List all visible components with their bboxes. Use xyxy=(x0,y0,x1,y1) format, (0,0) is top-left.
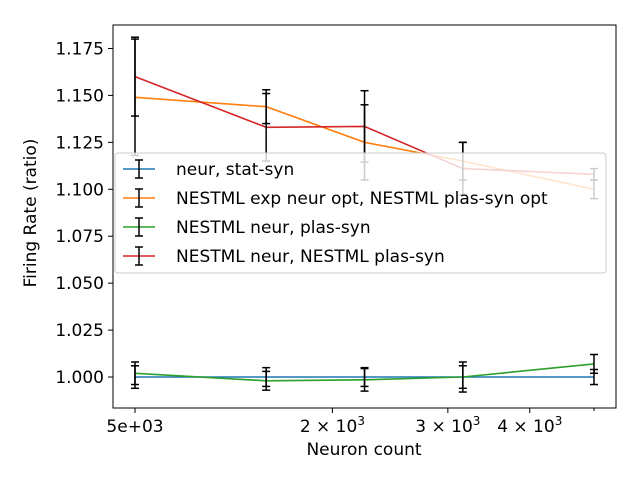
y-tick-label: 1.050 xyxy=(55,274,104,294)
x-tick-label: 5e+03 xyxy=(106,417,163,437)
y-tick-label: 1.175 xyxy=(55,39,104,59)
error-bar xyxy=(360,367,369,392)
y-tick-label: 1.025 xyxy=(55,321,104,341)
y-axis: 1.000 1.025 1.050 1.075 1.100 1.125 1.150 1.175 xyxy=(55,39,113,388)
y-tick-label: 1.100 xyxy=(55,180,104,200)
y-tick-label: 1.150 xyxy=(55,86,104,106)
legend-label: NESTML neur, NESTML plas-syn xyxy=(176,247,445,267)
legend-entry: neur, stat-syn xyxy=(123,159,294,180)
legend-entry: NESTML neur, plas-syn xyxy=(123,217,371,238)
legend-label: NESTML exp neur opt, NESTML plas-syn opt xyxy=(176,189,548,209)
error-bars xyxy=(131,36,598,393)
y-tick-label: 1.075 xyxy=(55,227,104,247)
legend-entry: NESTML exp neur opt, NESTML plas-syn opt xyxy=(123,188,548,209)
error-bar xyxy=(262,370,271,391)
y-axis-label: Firing Rate (ratio) xyxy=(21,139,41,288)
legend-label: NESTML neur, plas-syn xyxy=(176,218,371,238)
legend-label: neur, stat-syn xyxy=(176,160,294,180)
x-tick-label: 4 × 103 xyxy=(497,414,562,437)
plot-frame xyxy=(112,24,617,409)
legend: neur, stat-syn NESTML exp neur opt, NESTM… xyxy=(114,152,607,274)
error-bar xyxy=(131,361,139,386)
x-tick-label: 3 × 103 xyxy=(415,414,480,437)
error-bar xyxy=(131,36,139,117)
x-axis-label: Neuron count xyxy=(306,440,421,460)
x-axis: 5e+03 2 × 103 3 × 103 4 × 103 xyxy=(106,408,595,437)
y-tick-label: 1.000 xyxy=(55,368,104,388)
legend-box xyxy=(114,152,607,274)
legend-entry: NESTML neur, NESTML plas-syn xyxy=(123,246,445,267)
error-bar xyxy=(590,353,598,375)
y-tick-label: 1.125 xyxy=(55,133,104,153)
error-bar xyxy=(458,361,467,393)
x-tick-label: 2 × 103 xyxy=(300,414,365,437)
